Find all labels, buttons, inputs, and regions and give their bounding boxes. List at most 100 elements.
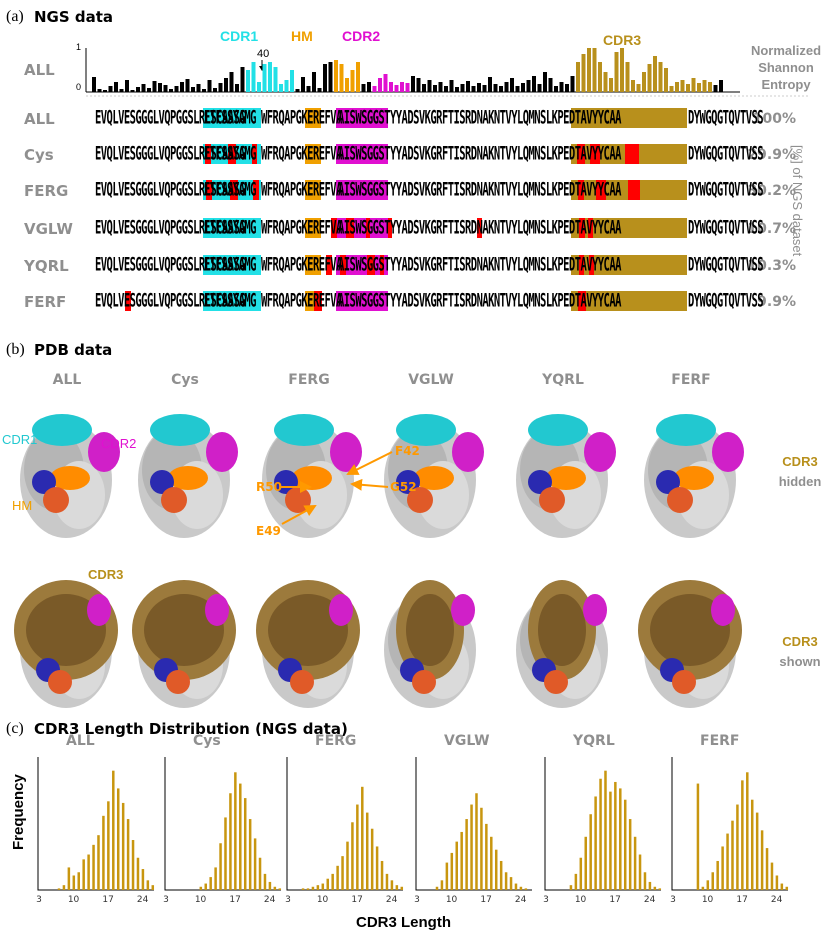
hist-bar [253,838,257,890]
mutation-mark [579,218,585,238]
seq-cdr3-region [571,218,687,238]
entropy-bar [400,82,404,92]
entropy-bar [653,56,657,92]
entropy-bar [620,48,624,92]
structure-cdr3-hidden [384,414,484,538]
entropy-bar [180,82,184,92]
seq-cdr2-region [336,180,388,200]
entropy-bar [284,80,289,92]
mutation-mark [388,218,392,238]
hist-tick-label: 17 [229,895,240,905]
row2-side-cdr3: CDR3 [782,634,818,649]
entropy-bar [334,60,338,92]
hist-bar [92,844,95,890]
hist-bar [121,802,125,890]
hist-tick-label: 24 [386,895,398,905]
seq-text-fr1: EVQLVESGGGLVQPGGSLRLSCAASG [95,217,246,239]
entropy-bar [631,80,635,92]
seq-text-fr2a: WFRQAPGKEREFVA [261,179,342,201]
entropy-bar [350,70,355,92]
mutation-mark [205,144,211,164]
hist-bar [589,814,592,890]
seq-text-fr1: EVQLVESGGGLVQPGGSLRLSCAASG [95,107,246,129]
hist-bar [131,840,135,890]
structure-cdr3-shown [638,580,742,708]
entropy-bar [235,84,239,92]
entropy-bar [532,76,536,92]
residue-f42: F42 [395,444,420,458]
entropy-bar [290,70,294,92]
hist-bar [224,817,227,890]
seq-text-fr1: EVQLVESGGGLVQPGGSLRLSCAASG [95,143,246,165]
mutation-mark [346,218,354,238]
mutation-mark [579,255,584,275]
row-label-ferf: FERF [24,293,67,311]
entropy-bar [268,62,272,92]
entropy-bar [636,84,641,92]
structure-col-all: ALL [52,372,82,388]
seq-text-cdr2: AISWSGGST [338,217,391,239]
entropy-bar [114,82,118,92]
seq-text-fr3: YYADSVKGRFTISRDNAKNTVYLQMNSLKPEDTAVYYCAA [390,143,621,165]
entropy-bar [521,83,525,92]
hist-bar [116,788,120,890]
region-label-hm: HM [291,28,313,44]
row-label-all: ALL [24,110,55,128]
hist-bar [480,807,483,890]
hist-bar [72,875,76,890]
entropy-bar [499,86,503,92]
hist-bar [731,820,734,890]
hist-bar [750,799,754,890]
entropy-bar [444,86,448,92]
entropy-bar [554,86,558,92]
hist-title-vglw: VGLW [444,733,490,749]
hist-bar [594,796,597,890]
entropy-bar [130,90,135,92]
entropy-bar [559,82,564,92]
hist-bar [648,881,652,890]
hist-axes [164,757,281,891]
mutation-mark [596,180,606,200]
seq-hm-region [305,144,321,164]
entropy-plot [85,48,810,97]
entropy-bar [141,84,146,92]
hist-bar [199,886,203,890]
hist-bar [141,869,145,890]
hist-bar [278,888,282,890]
hist-tick-label: 24 [644,895,656,905]
mutation-mark [588,218,593,238]
entropy-bar [625,62,630,92]
entropy-bar [136,87,140,92]
mutation-mark [314,291,322,311]
seq-hm-region [305,218,321,238]
hist-bar [234,772,237,890]
cdr3-struct-label: CDR3 [88,567,124,582]
hist-bar [775,875,779,890]
entropy-bar [433,85,437,92]
entropy-bar [103,90,107,92]
entropy-bar [576,62,580,92]
hist-bar [638,854,642,890]
hist-bar [509,877,513,890]
entropy-bar [504,82,509,92]
entropy-bar [680,80,685,92]
entropy-bar [356,62,360,92]
hist-bar [356,804,359,890]
hist-bar [599,778,602,890]
entropy-bar [279,84,283,92]
hist-bar [470,804,473,890]
seq-text-cdr1: FTFSSYAMG [204,254,257,276]
hist-bar [380,860,384,890]
entropy-bar [592,48,597,92]
hist-bar [653,886,657,890]
seq-cdr1-region [203,291,261,311]
hist-bar [623,799,627,890]
mutation-mark [366,218,370,238]
hist-bar [67,867,71,890]
hist-bar [780,883,784,890]
row-pct-yqrl: 10.3% [747,258,796,274]
entropy-bar [158,83,162,92]
mutation-mark [578,180,584,200]
entropy-bar [411,76,415,92]
row-label-yqrl: YQRL [24,257,69,275]
